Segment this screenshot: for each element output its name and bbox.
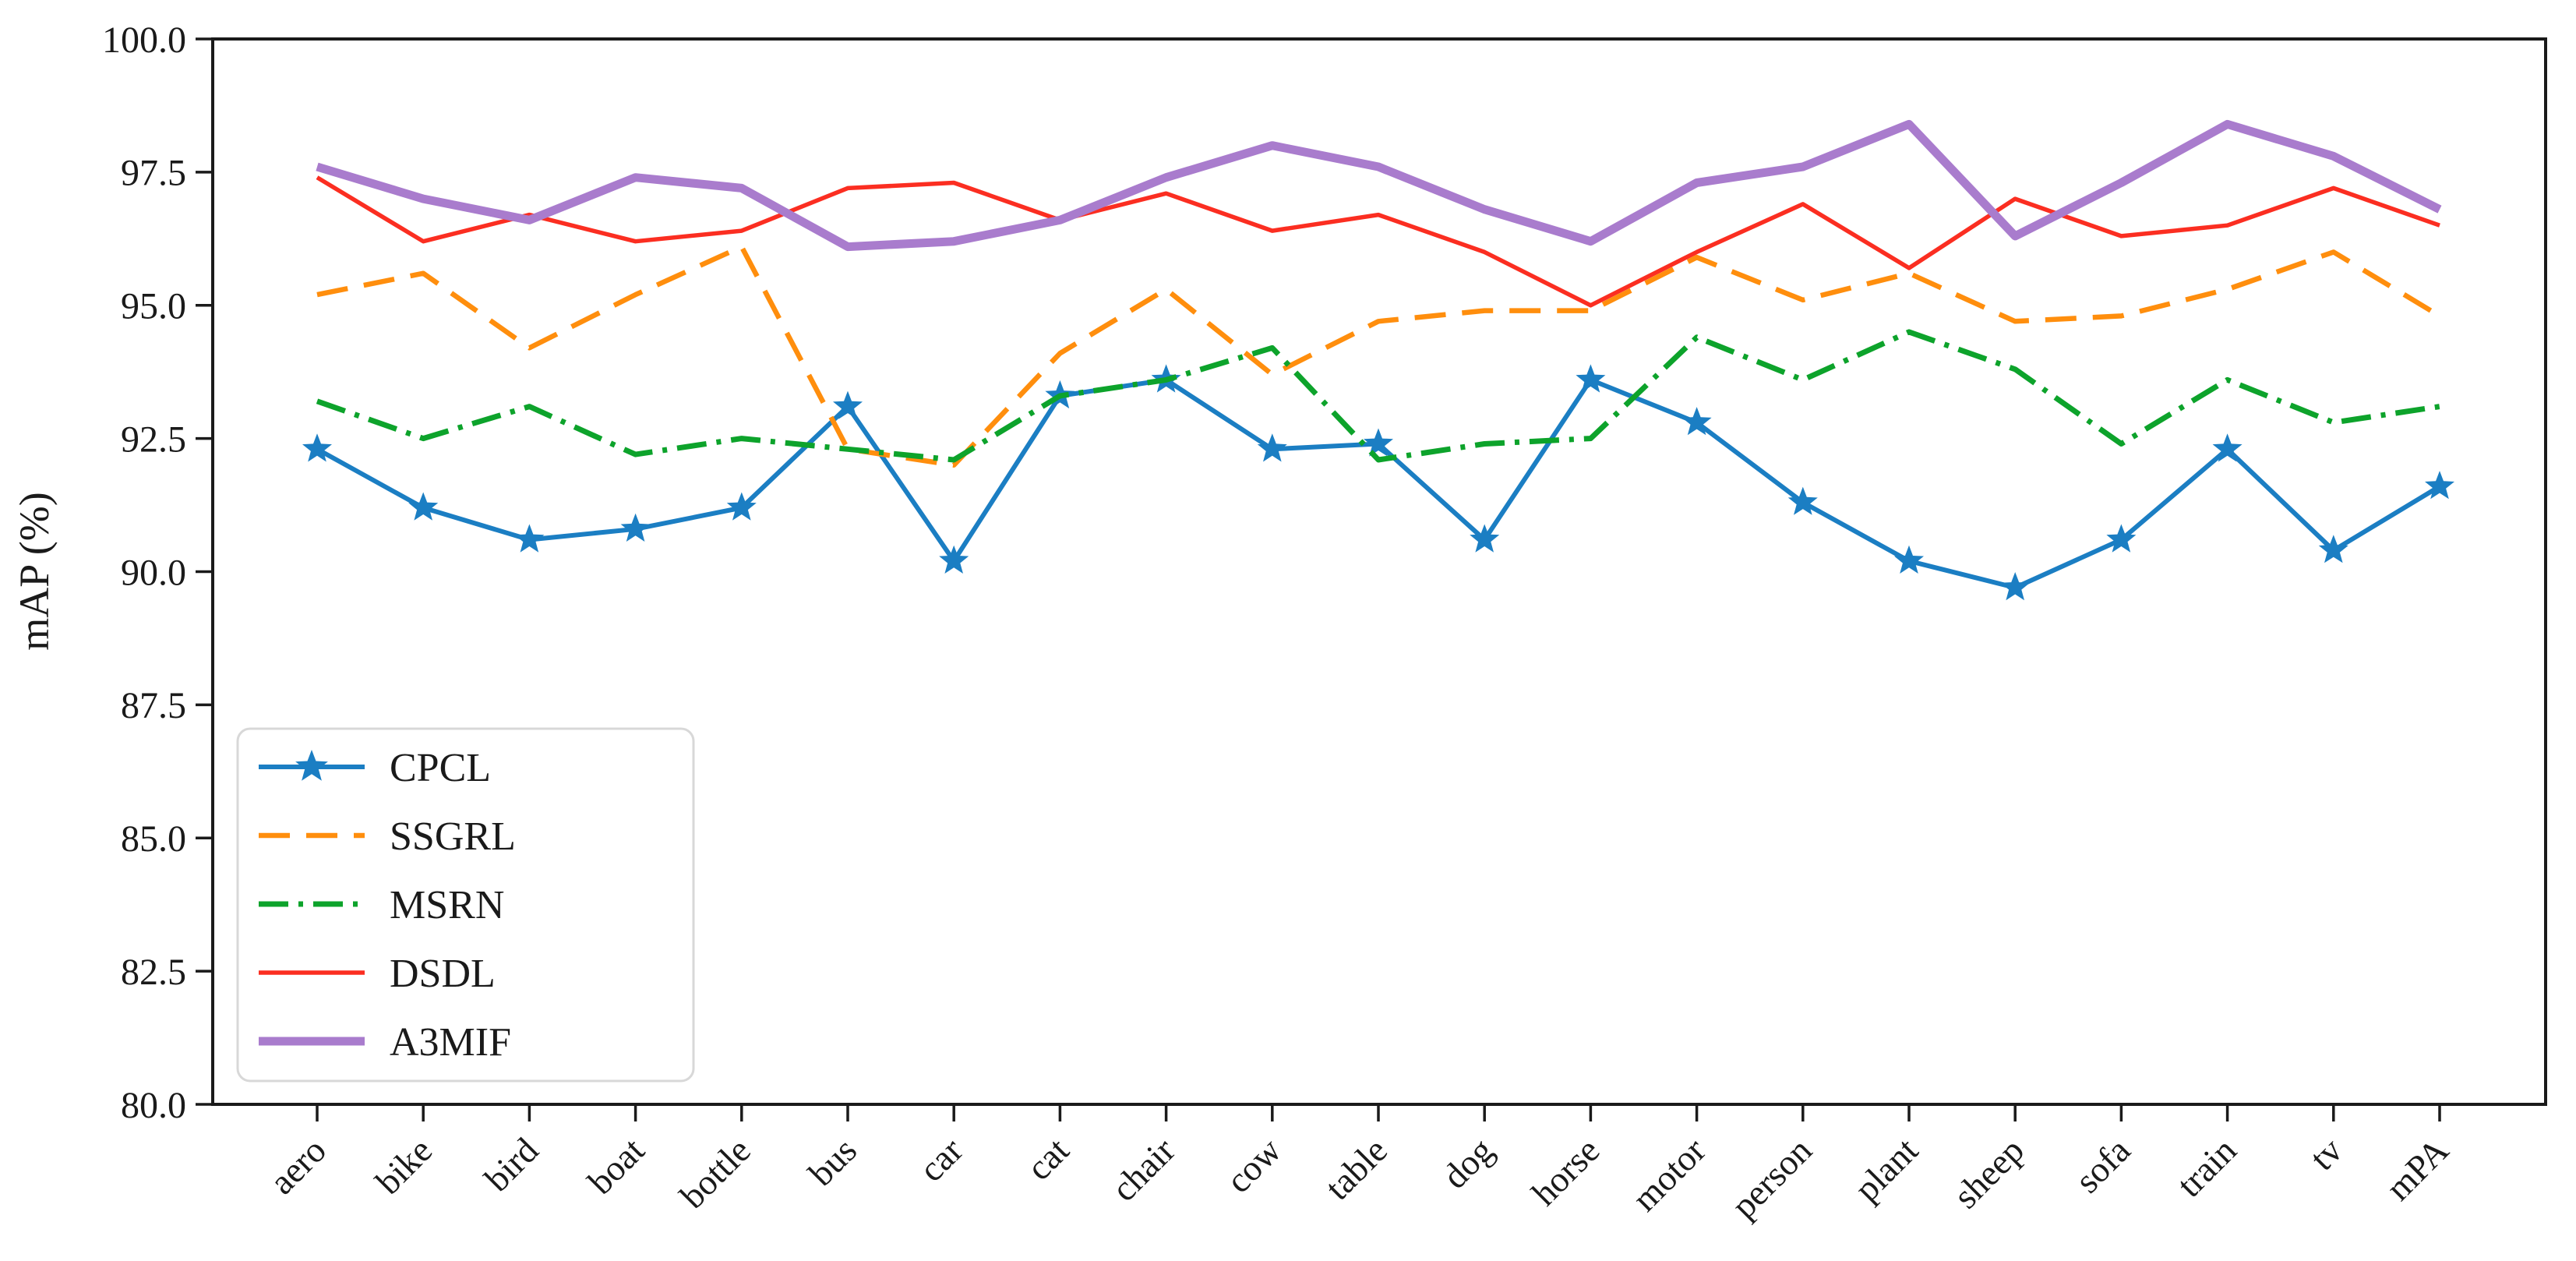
series-layer: [302, 119, 2454, 601]
series-marker-cpcl: [2106, 524, 2137, 553]
x-tick-label: cow: [1219, 1129, 1290, 1200]
x-tick-label: person: [1724, 1130, 1819, 1226]
y-axis-title: mAP (%): [11, 492, 58, 650]
series-marker-cpcl: [2212, 433, 2243, 462]
series-marker-cpcl: [939, 545, 969, 574]
series-marker-cpcl: [1681, 407, 1712, 436]
legend-label-cpcl: CPCL: [390, 746, 491, 790]
x-tick-label: table: [1318, 1130, 1395, 1207]
legend-marker-cpcl: [295, 750, 328, 781]
series-marker-cpcl: [1364, 428, 1393, 457]
series-marker-cpcl: [620, 513, 651, 542]
y-tick-label: 82.5: [121, 952, 186, 993]
series-line-dsdl: [316, 175, 2440, 308]
y-tick-label: 92.5: [121, 419, 186, 460]
x-tick-label: dog: [1434, 1130, 1501, 1196]
x-tick-label: train: [2169, 1130, 2244, 1205]
x-tick-label: bird: [477, 1130, 545, 1199]
series-marker-cpcl: [1894, 545, 1924, 574]
legend-frame: [236, 727, 695, 1083]
y-tick-label: 100.0: [102, 19, 186, 61]
legend-label-a3mif: A3MIF: [390, 1020, 511, 1065]
x-tick-label: aero: [262, 1130, 333, 1202]
series-marker-cpcl: [2425, 471, 2454, 500]
y-tick-label: 97.5: [121, 153, 186, 194]
y-tick-label: 80.0: [121, 1085, 186, 1126]
x-tick-label: chair: [1104, 1130, 1183, 1209]
series-marker-cpcl: [302, 433, 332, 462]
series-marker-cpcl: [514, 524, 545, 553]
legend-label-dsdl: DSDL: [390, 952, 496, 996]
series-marker-cpcl: [726, 492, 757, 521]
series-line-cpcl: [316, 377, 2441, 590]
x-tick-label: boat: [580, 1130, 652, 1202]
series-marker-cpcl: [1470, 524, 1500, 553]
x-tick-label: sofa: [2067, 1130, 2137, 1200]
x-tick-label: horse: [1524, 1130, 1607, 1213]
x-tick-label: car: [912, 1130, 971, 1189]
series-line-ssgrl: [316, 244, 2441, 468]
x-tick-label: motor: [1625, 1130, 1713, 1219]
series-line-a3mif: [316, 119, 2442, 252]
y-tick-label: 90.0: [121, 552, 186, 593]
series-marker-cpcl: [833, 390, 863, 419]
series-marker-cpcl: [2318, 535, 2348, 563]
x-tick-label: bottle: [672, 1130, 758, 1216]
x-tick-label: bus: [801, 1130, 864, 1193]
y-tick-label: 87.5: [121, 685, 186, 726]
legend-label-ssgrl: SSGRL: [390, 814, 516, 859]
x-tick-label: bike: [368, 1130, 439, 1202]
x-tick-label: plant: [1847, 1130, 1925, 1209]
series-marker-cpcl: [1576, 364, 1606, 393]
series-line-msrn: [316, 329, 2440, 463]
series-marker-cpcl: [1257, 433, 1287, 462]
y-tick-label: 85.0: [121, 818, 186, 860]
series-marker-cpcl: [2000, 572, 2031, 601]
series-marker-cpcl: [1787, 486, 1818, 515]
series-marker-cpcl: [408, 492, 439, 521]
legend: CPCL SSGRL MSRN DSDL A3MIF: [236, 727, 695, 1083]
y-tick-label: 95.0: [121, 286, 186, 327]
x-tick-label: mPA: [2378, 1130, 2456, 1208]
legend-label-msrn: MSRN: [390, 883, 504, 927]
x-tick-label: tv: [2303, 1130, 2350, 1178]
x-tick-label: sheep: [1946, 1130, 2031, 1216]
x-tick-label: cat: [1018, 1130, 1076, 1188]
